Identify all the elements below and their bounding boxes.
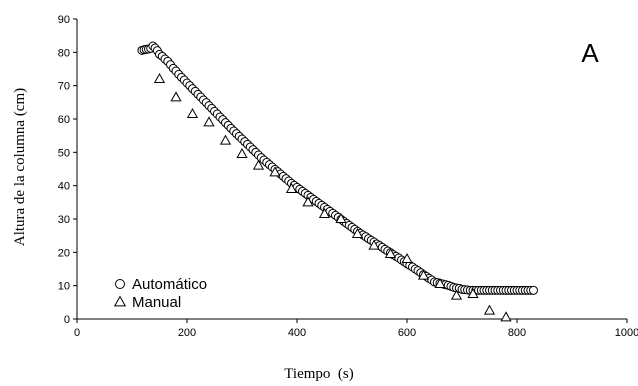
y-tick-label: 40 [58,181,70,193]
legend-circle-marker [115,279,125,289]
legend-label: Manual [132,294,181,311]
data-point [318,207,331,218]
y-tick-label: 0 [64,314,70,326]
plot-axes: 0 10 20 30 40 50 60 70 80 90 0 200 400 600 800 1000 [58,14,638,339]
x-tick-label: 800 [508,327,526,339]
series-manual [153,72,512,322]
y-tick-label: 60 [58,114,70,126]
data-point [203,116,215,127]
data-point [153,72,166,83]
data-point [450,289,463,300]
series-automático [137,41,538,295]
data-point [186,107,199,118]
y-tick-label: 20 [58,247,70,259]
data-point [219,134,232,145]
data-point [384,247,397,258]
y-tick-label: 50 [58,147,70,159]
data-point [170,91,182,102]
legend-triangle-marker [113,295,127,307]
y-tick-label: 90 [58,14,70,26]
data-point [483,304,496,315]
data-point [401,252,413,263]
panel-annotation: A [581,38,599,68]
data-point [236,147,248,158]
data-point [252,159,265,170]
x-axis-title: Tiempo (s) [284,366,353,382]
data-point [285,182,298,193]
data-point [500,311,512,322]
x-tick-label: 200 [178,327,196,339]
data-point [467,287,479,298]
x-tick-label: 400 [288,327,306,339]
y-tick-label: 30 [58,214,70,226]
y-tick-label: 10 [58,281,70,293]
data-point [335,212,347,223]
legend-label: Automático [132,276,207,293]
y-tick-label: 80 [58,47,70,59]
y-axis-title: Altura de la columna (cm) [12,88,28,246]
data-series [137,41,538,322]
x-tick-label: 1000 [615,327,638,339]
data-point [302,196,314,207]
x-tick-label: 0 [74,327,80,339]
data-point [434,277,446,288]
data-point [351,227,364,238]
data-point [417,269,430,280]
data-point [269,166,281,177]
data-point [368,239,380,250]
data-point [529,285,538,295]
y-tick-label: 70 [58,81,70,93]
x-tick-label: 600 [398,327,416,339]
